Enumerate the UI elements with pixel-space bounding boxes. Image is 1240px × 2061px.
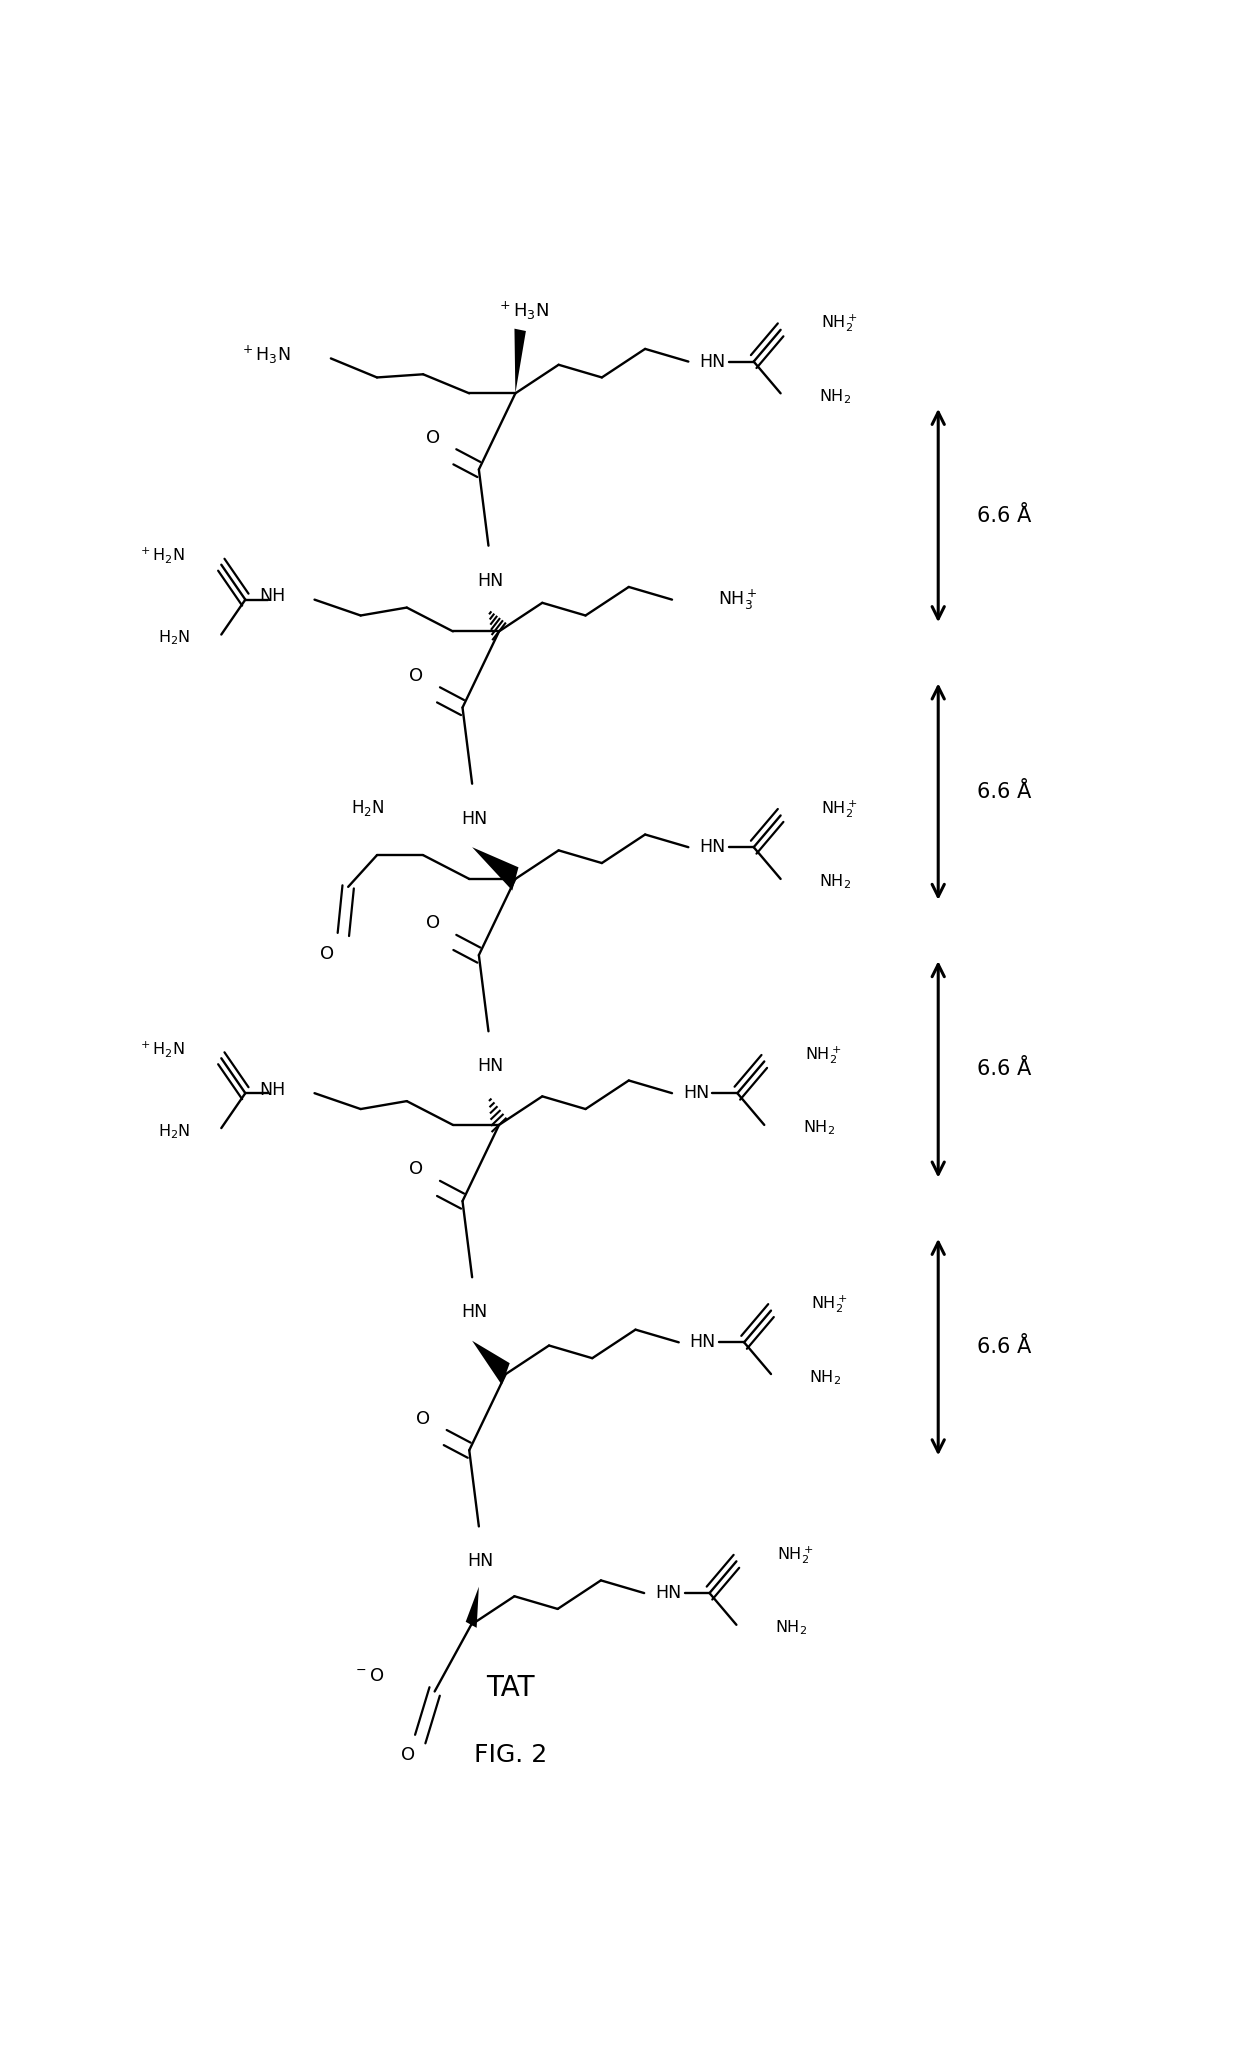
Text: $\mathrm{^+H_2N}$: $\mathrm{^+H_2N}$ (138, 1039, 185, 1059)
Text: O: O (425, 429, 440, 447)
Text: $\mathrm{^+H_2N}$: $\mathrm{^+H_2N}$ (138, 546, 185, 565)
Text: TAT: TAT (486, 1674, 534, 1702)
Text: O: O (425, 915, 440, 932)
Text: $\mathrm{^+H_3N}$: $\mathrm{^+H_3N}$ (241, 344, 290, 367)
Text: HN: HN (461, 1303, 487, 1321)
Text: $\mathrm{NH_2^+}$: $\mathrm{NH_2^+}$ (776, 1544, 813, 1566)
Text: 6.6 Å: 6.6 Å (977, 505, 1030, 526)
Text: $\mathrm{H_2N}$: $\mathrm{H_2N}$ (159, 1121, 191, 1140)
Text: HN: HN (689, 1333, 715, 1352)
Text: HN: HN (699, 839, 725, 855)
Text: O: O (320, 944, 334, 962)
Text: $\mathrm{NH_2}$: $\mathrm{NH_2}$ (802, 1119, 835, 1138)
Text: O: O (417, 1410, 430, 1428)
Text: NH: NH (259, 587, 285, 606)
Text: $\mathrm{NH_2}$: $\mathrm{NH_2}$ (820, 872, 851, 892)
Text: HN: HN (699, 352, 725, 371)
Text: HN: HN (461, 810, 487, 829)
Text: O: O (401, 1746, 415, 1764)
Text: $\mathrm{H_2N}$: $\mathrm{H_2N}$ (351, 798, 384, 818)
Text: 6.6 Å: 6.6 Å (977, 781, 1030, 802)
Text: $\mathrm{NH_2^+}$: $\mathrm{NH_2^+}$ (821, 798, 858, 820)
Polygon shape (472, 847, 518, 890)
Polygon shape (466, 1587, 479, 1628)
Text: O: O (409, 668, 423, 684)
Text: $\mathrm{NH_2}$: $\mathrm{NH_2}$ (820, 387, 851, 406)
Text: $\mathrm{NH_2}$: $\mathrm{NH_2}$ (810, 1369, 842, 1387)
Text: $\mathrm{NH_3^+}$: $\mathrm{NH_3^+}$ (718, 587, 758, 612)
Text: $\mathrm{NH_2^+}$: $\mathrm{NH_2^+}$ (821, 313, 858, 334)
Text: $\mathrm{NH_2^+}$: $\mathrm{NH_2^+}$ (805, 1045, 841, 1066)
Polygon shape (515, 328, 526, 394)
Text: $\mathrm{^-O}$: $\mathrm{^-O}$ (353, 1667, 384, 1684)
Text: O: O (409, 1160, 423, 1179)
Text: NH: NH (259, 1082, 285, 1099)
Text: HN: HN (655, 1585, 681, 1601)
Polygon shape (472, 1342, 510, 1385)
Text: 6.6 Å: 6.6 Å (977, 1338, 1030, 1356)
Text: $\mathrm{H_2N}$: $\mathrm{H_2N}$ (159, 629, 191, 647)
Text: $\mathrm{NH_2^+}$: $\mathrm{NH_2^+}$ (811, 1294, 848, 1315)
Text: $\mathrm{^+H_3N}$: $\mathrm{^+H_3N}$ (497, 299, 549, 322)
Text: HN: HN (683, 1084, 709, 1103)
Text: $\mathrm{NH_2}$: $\mathrm{NH_2}$ (775, 1618, 807, 1636)
Text: HN: HN (467, 1552, 494, 1570)
Text: FIG. 2: FIG. 2 (474, 1744, 547, 1766)
Text: 6.6 Å: 6.6 Å (977, 1059, 1030, 1080)
Text: HN: HN (477, 571, 503, 589)
Text: HN: HN (477, 1057, 503, 1076)
